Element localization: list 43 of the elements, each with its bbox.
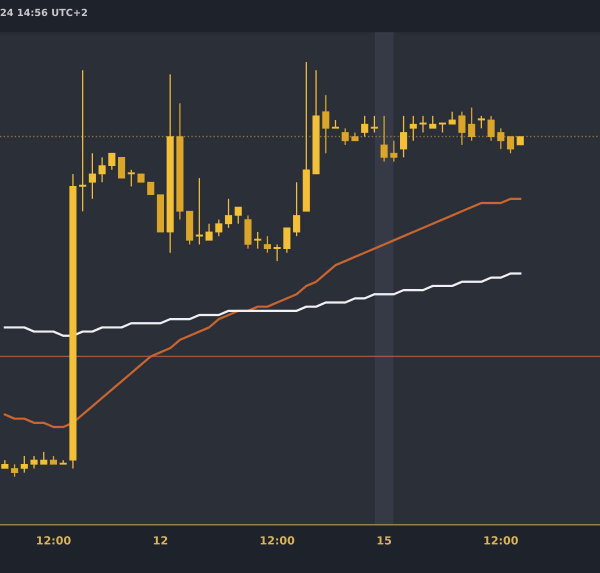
candlestick	[400, 115, 408, 158]
text: 24 14:56 UTC+2	[0, 8, 87, 16]
candlestick	[429, 115, 436, 129]
candlestick	[293, 182, 300, 237]
x-tick-label: 12:00	[484, 536, 518, 545]
candlestick	[234, 206, 242, 224]
candlestick	[224, 198, 232, 228]
candlestick	[458, 111, 466, 146]
candlestick	[98, 156, 106, 183]
candlestick	[147, 182, 154, 196]
candlestick	[361, 115, 368, 138]
candlestick	[488, 115, 495, 142]
candlestick	[506, 136, 514, 154]
candlestick	[410, 115, 417, 142]
candlestick	[40, 451, 48, 465]
candlestick	[30, 455, 38, 470]
candlestick	[118, 157, 126, 178]
candlestick	[108, 152, 116, 170]
candlestick	[128, 169, 135, 188]
candlestick	[196, 177, 203, 246]
candlestick	[342, 128, 349, 146]
candlestick	[478, 115, 485, 129]
candlestick	[206, 223, 213, 241]
candlestick	[448, 111, 456, 125]
x-tick-label: 15	[378, 536, 392, 545]
candlestick	[468, 106, 476, 142]
candlestick	[380, 115, 388, 162]
x-tick-label: 12:00	[260, 536, 294, 545]
candlestick	[20, 455, 28, 474]
candlestick	[264, 236, 271, 254]
candlestick	[274, 244, 281, 262]
candlestick	[497, 128, 504, 150]
x-tick-label: 12:00	[37, 536, 71, 545]
candlestick	[283, 227, 290, 254]
candlestick	[254, 231, 262, 250]
candlestick	[419, 115, 427, 134]
candlestick	[370, 115, 378, 134]
x-tick-label: 12	[154, 536, 168, 544]
candlestick	[215, 218, 222, 237]
candlestick	[322, 94, 330, 154]
candlestick	[88, 152, 96, 200]
candlestick	[11, 464, 18, 478]
candlestick	[390, 140, 398, 162]
